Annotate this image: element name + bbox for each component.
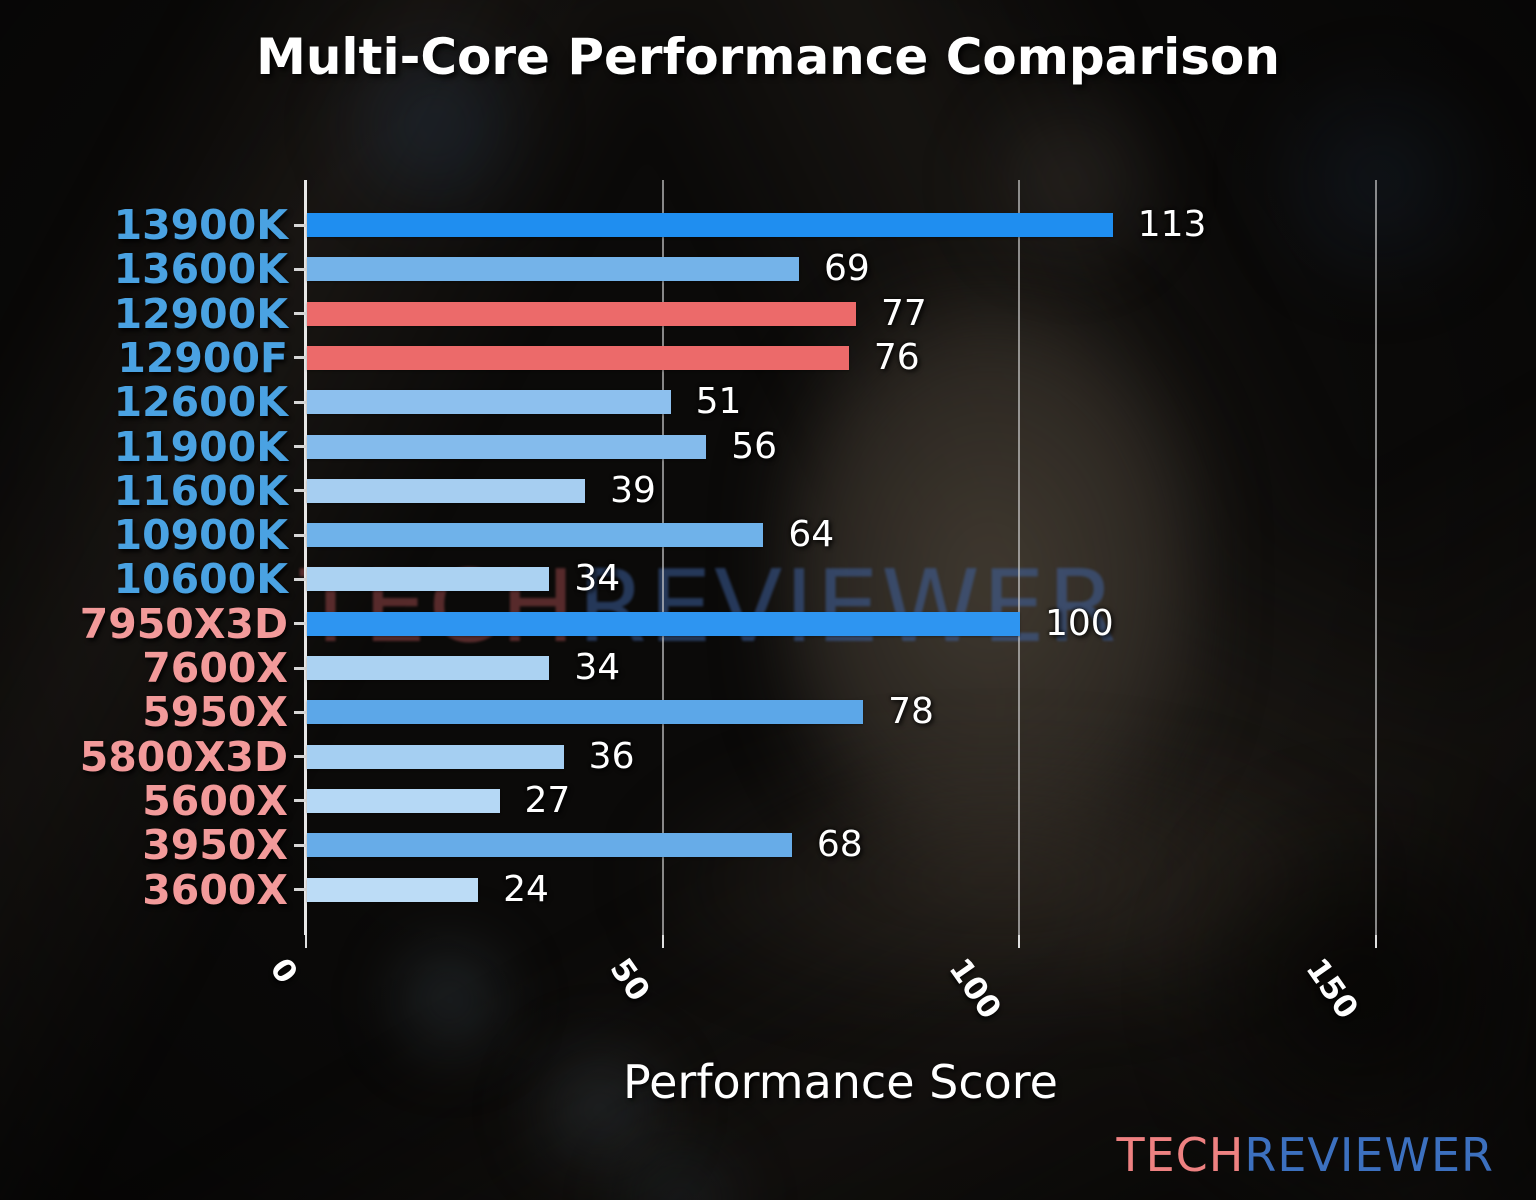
gridline-100 xyxy=(1018,180,1020,935)
y-tick-mark xyxy=(294,267,306,271)
value-label-3950X: 68 xyxy=(816,824,863,866)
y-tick-mark xyxy=(294,843,306,847)
y-tick-mark xyxy=(294,400,306,404)
y-axis-spine xyxy=(304,180,307,935)
bar-7950X3D xyxy=(307,611,1020,636)
category-label-3950X: 3950X xyxy=(142,821,288,870)
value-label-5950X: 78 xyxy=(888,691,934,733)
y-tick-mark xyxy=(294,710,306,714)
category-label-10600K: 10600K xyxy=(113,555,288,604)
value-label-7950X3D: 100 xyxy=(1045,602,1114,644)
x-tick-label-150: 150 xyxy=(1298,952,1365,1026)
watermark-reviewer: REVIEWER xyxy=(577,548,1119,665)
y-tick-mark xyxy=(294,622,306,626)
gridline-150 xyxy=(1374,180,1377,935)
y-tick-mark xyxy=(294,755,306,759)
brand-logo-tech: TECH xyxy=(1116,1128,1245,1182)
x-tick-mark-100 xyxy=(1018,935,1020,948)
value-label-11900K: 56 xyxy=(731,425,778,467)
category-label-7950X3D: 7950X3D xyxy=(79,599,288,648)
watermark-center: TECHREVIEWER xyxy=(300,548,1119,665)
bar-11900K xyxy=(307,434,707,459)
chart-title: Multi-Core Performance Comparison xyxy=(256,28,1280,86)
category-label-10900K: 10900K xyxy=(113,511,288,560)
y-tick-mark xyxy=(294,356,306,360)
bar-13600K xyxy=(307,257,799,282)
category-label-12600K: 12600K xyxy=(113,378,288,427)
bar-5600X xyxy=(307,788,500,813)
y-tick-mark xyxy=(294,533,306,537)
bar-5950X xyxy=(307,700,864,725)
x-tick-label-0: 0 xyxy=(262,952,305,991)
bar-3950X xyxy=(307,833,792,858)
value-label-5600X: 27 xyxy=(524,779,571,821)
y-tick-mark xyxy=(294,666,306,670)
y-tick-mark xyxy=(294,489,306,493)
category-label-3600X: 3600X xyxy=(142,865,288,914)
value-label-7600X: 34 xyxy=(574,647,621,688)
y-tick-mark xyxy=(294,577,306,581)
value-label-13600K: 69 xyxy=(823,248,870,290)
value-label-10600K: 34 xyxy=(574,558,621,600)
bar-10600K xyxy=(307,567,550,592)
y-tick-mark xyxy=(294,312,306,316)
category-label-12900K: 12900K xyxy=(113,289,288,338)
bar-7600X xyxy=(307,656,550,680)
bar-11600K xyxy=(307,478,586,503)
brand-logo: TECHREVIEWER xyxy=(1116,1128,1494,1182)
gridline-50 xyxy=(661,180,664,935)
y-tick-mark xyxy=(294,223,306,227)
bar-12600K xyxy=(307,390,671,415)
value-label-3600X: 24 xyxy=(503,868,549,910)
category-label-5800X3D: 5800X3D xyxy=(79,732,288,781)
x-tick-mark-50 xyxy=(661,935,664,948)
category-label-7600X: 7600X xyxy=(142,644,288,692)
brand-logo-reviewer: REVIEWER xyxy=(1244,1128,1494,1182)
category-label-5600X: 5600X xyxy=(142,776,288,825)
value-label-10900K: 64 xyxy=(788,514,835,556)
y-tick-mark xyxy=(294,799,306,803)
x-tick-label-50: 50 xyxy=(602,952,657,1008)
y-tick-mark xyxy=(294,888,306,891)
value-label-12900F: 76 xyxy=(873,336,920,378)
bar-5800X3D xyxy=(307,744,564,769)
category-label-5950X: 5950X xyxy=(142,688,288,737)
bar-13900K xyxy=(307,213,1113,237)
value-label-11600K: 39 xyxy=(610,469,656,511)
x-tick-mark-0 xyxy=(305,935,307,948)
value-label-12900K: 77 xyxy=(881,292,927,334)
category-label-12900F: 12900F xyxy=(117,333,288,382)
value-label-13900K: 113 xyxy=(1137,204,1207,245)
bar-12900F xyxy=(307,345,849,370)
category-label-13900K: 13900K xyxy=(113,201,288,249)
bar-10900K xyxy=(307,523,764,548)
x-tick-mark-150 xyxy=(1374,935,1377,948)
y-tick-mark xyxy=(294,445,306,448)
x-axis-label: Performance Score xyxy=(623,1055,1058,1109)
category-label-11600K: 11600K xyxy=(113,466,288,515)
bar-3600X xyxy=(307,877,479,902)
value-label-5800X3D: 36 xyxy=(588,735,635,777)
category-label-13600K: 13600K xyxy=(113,245,288,294)
x-tick-label-100: 100 xyxy=(941,952,1009,1026)
bar-12900K xyxy=(307,301,856,326)
value-label-12600K: 51 xyxy=(695,381,742,423)
category-label-11900K: 11900K xyxy=(113,422,288,471)
